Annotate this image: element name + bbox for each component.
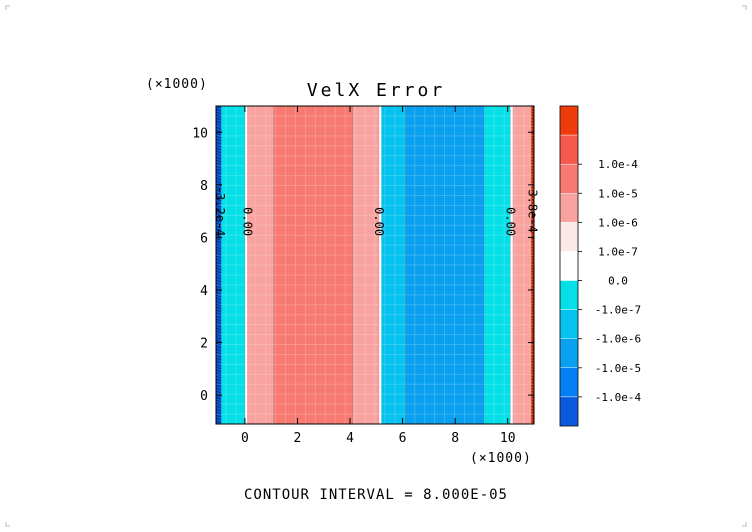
contour-lines [215, 105, 535, 424]
contour-label: 3.8e-4 [526, 189, 540, 232]
x-tick-label: 10 [500, 431, 516, 446]
y-tick-label: 4 [200, 284, 208, 299]
y-tick-label: 6 [200, 231, 208, 246]
y-axis: 0 2 4 6 8 10 [192, 126, 534, 404]
colorbar-label: -1.0e-6 [595, 333, 641, 346]
colorbar: 1.0e-4 1.0e-5 1.0e-6 1.0e-7 0.0 -1.0e-7 -1.0e-… [559, 105, 642, 427]
colorbar-swatch [559, 338, 579, 369]
contour-band [484, 106, 511, 424]
colorbar-swatch [559, 222, 579, 252]
chart-title: VelX Error [307, 80, 445, 101]
colorbar-swatch [559, 163, 579, 194]
contour-band [405, 106, 485, 424]
colorbar-swatch [559, 367, 579, 398]
colorbar-label: 0.0 [608, 275, 628, 288]
colorbar-label: -1.0e-5 [595, 362, 641, 375]
contour-band [352, 106, 379, 424]
x-tick-label: 2 [294, 431, 302, 446]
colorbar-swatch [559, 193, 579, 223]
contour-band [381, 106, 406, 424]
contour-interval-label: CONTOUR INTERVAL = 8.000E-05 [244, 487, 508, 503]
colorbar-label: 1.0e-5 [598, 187, 638, 200]
contour-band [273, 106, 353, 424]
x-scale-label: (×1000) [470, 451, 532, 466]
page-corner-marks [5, 5, 747, 527]
x-axis: 0 2 4 6 8 10 [241, 106, 516, 446]
contour-band [216, 106, 222, 424]
colorbar-label: -1.0e-7 [595, 304, 641, 317]
y-tick-label: 10 [192, 126, 208, 141]
plot-grid [216, 106, 534, 424]
x-tick-label: 4 [346, 431, 354, 446]
colorbar-label: -1.0e-4 [595, 391, 642, 404]
x-tick-label: 6 [399, 431, 407, 446]
contour-label: 0.00 [241, 207, 255, 236]
colorbar-label: 1.0e-4 [598, 158, 638, 171]
contour-label: 0.00 [503, 207, 517, 236]
x-tick-label: 0 [241, 431, 249, 446]
contour-band [531, 106, 534, 424]
y-tick-label: 0 [200, 389, 208, 404]
colorbar-swatch [559, 309, 579, 339]
contour-label-layer: 0.00 0.00 0.00 -3.2e-4 3.8e-4 [213, 186, 540, 237]
plot-frame [215, 105, 535, 425]
y-tick-label: 8 [200, 179, 208, 194]
y-tick-label: 2 [200, 337, 208, 352]
y-scale-label: (×1000) [146, 77, 208, 92]
contour-band [378, 106, 382, 424]
colorbar-swatch [559, 134, 579, 165]
plot-area [216, 106, 534, 424]
colorbar-swatch [559, 105, 579, 136]
colorbar-swatch [559, 251, 579, 281]
contour-band [244, 106, 248, 424]
x-tick-label: 8 [451, 431, 459, 446]
contour-band [512, 106, 532, 424]
colorbar-swatch [559, 280, 579, 310]
contour-band [247, 106, 274, 424]
contour-band [510, 106, 513, 424]
colorbar-label: 1.0e-6 [598, 216, 638, 229]
colorbar-label: 1.0e-7 [598, 245, 638, 258]
contour-label: 0.00 [372, 207, 386, 236]
colorbar-swatch [559, 396, 579, 427]
contour-band [221, 106, 245, 424]
contour-label: -3.2e-4 [213, 186, 227, 237]
